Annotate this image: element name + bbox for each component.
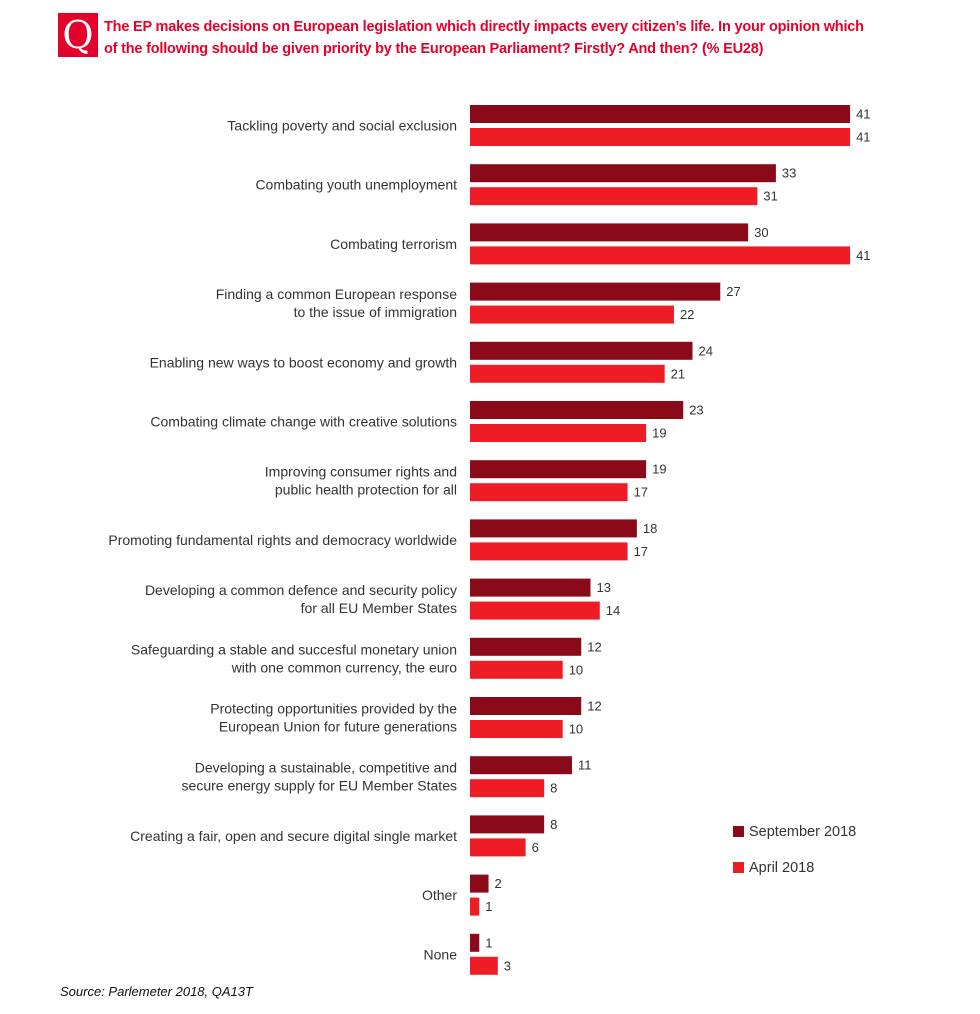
bar-september-2018 [470,697,582,715]
category-label: None [424,946,458,962]
legend-label: April 2018 [749,860,814,876]
bar-april-2018 [470,660,563,679]
value-label: 30 [754,225,768,240]
bar-september-2018 [470,933,480,952]
value-label: 2 [495,876,502,891]
value-label: 23 [689,403,703,418]
bar-april-2018 [470,246,851,265]
legend-swatch-september-2018 [733,826,744,837]
bar-april-2018 [470,128,851,146]
value-label: 27 [726,284,740,299]
value-label: 24 [698,343,712,358]
bar-september-2018 [470,164,776,183]
bar-april-2018 [470,779,545,798]
category-label: Creating a fair, open and secure digital… [130,828,457,844]
value-label: 19 [652,462,666,477]
question-line-1: The EP makes decisions on European legis… [104,19,864,35]
category-label: Combating terrorism [330,236,457,252]
value-label: 13 [597,580,611,595]
bar-april-2018 [470,424,647,442]
value-label: 41 [856,248,870,263]
value-label: 3 [504,958,511,973]
bar-april-2018 [470,187,758,206]
bar-april-2018 [470,542,628,561]
category-label: Safeguarding a stable and succesful mone… [131,641,457,657]
value-label: 6 [532,840,539,855]
category-label: public health protection for all [275,482,457,498]
bar-april-2018 [470,720,563,738]
value-label: 12 [587,699,601,714]
value-label: 17 [634,485,648,500]
bar-september-2018 [470,341,693,360]
legend-swatch-april-2018 [733,862,744,873]
category-label: European Union for future generations [219,719,457,735]
value-label: 22 [680,307,694,322]
category-label: Developing a sustainable, competitive an… [195,760,457,776]
bar-september-2018 [470,637,582,656]
category-label: Promoting fundamental rights and democra… [108,532,457,548]
value-label: 10 [569,662,583,677]
value-label: 10 [569,722,583,737]
value-label: 41 [856,130,870,145]
bar-september-2018 [470,282,721,301]
bar-september-2018 [470,519,637,538]
bar-september-2018 [470,223,749,242]
bar-april-2018 [470,601,600,620]
value-label: 18 [643,521,657,536]
value-label: 14 [606,603,620,618]
category-label: Enabling new ways to boost economy and g… [150,354,457,370]
value-label: 33 [782,166,796,181]
value-label: 1 [485,899,492,914]
value-label: 17 [634,544,648,559]
category-label: to the issue of immigration [294,304,457,320]
bar-september-2018 [470,815,545,834]
bar-september-2018 [470,874,489,893]
value-label: 19 [652,426,666,441]
value-label: 8 [550,817,557,832]
bar-april-2018 [470,897,480,916]
category-label: Tackling poverty and social exclusion [227,118,457,134]
category-label: secure energy supply for EU Member State… [182,778,457,794]
value-label: 12 [587,639,601,654]
value-label: 11 [578,758,592,773]
bar-september-2018 [470,756,572,775]
category-label: for all EU Member States [301,600,457,616]
value-label: 1 [485,935,492,950]
category-label: with one common currency, the euro [231,659,458,675]
question-line-2: of the following should be given priorit… [104,41,764,57]
bar-april-2018 [470,483,628,502]
category-label: Protecting opportunities provided by the [210,701,457,717]
bar-september-2018 [470,105,851,123]
bar-april-2018 [470,956,498,975]
category-label: Developing a common defence and security… [145,582,457,598]
category-label: Combating youth unemployment [255,177,457,193]
bar-april-2018 [470,364,665,383]
legend-label: September 2018 [749,824,856,840]
category-label: Finding a common European response [216,286,457,302]
bar-september-2018 [470,401,684,419]
bar-april-2018 [470,838,526,857]
category-label: Combating climate change with creative s… [150,414,457,430]
category-label: Improving consumer rights and [265,464,457,480]
bar-september-2018 [470,460,647,479]
bar-september-2018 [470,578,591,597]
bar-april-2018 [470,305,674,324]
value-label: 21 [671,366,685,381]
question-badge: Q [58,13,98,57]
source-note: Source: Parlemeter 2018, QA13T [60,984,253,999]
question-text: The EP makes decisions on European legis… [104,16,964,60]
category-label: Other [422,887,457,903]
value-label: 41 [856,107,870,122]
value-label: 31 [763,189,777,204]
value-label: 8 [550,781,557,796]
